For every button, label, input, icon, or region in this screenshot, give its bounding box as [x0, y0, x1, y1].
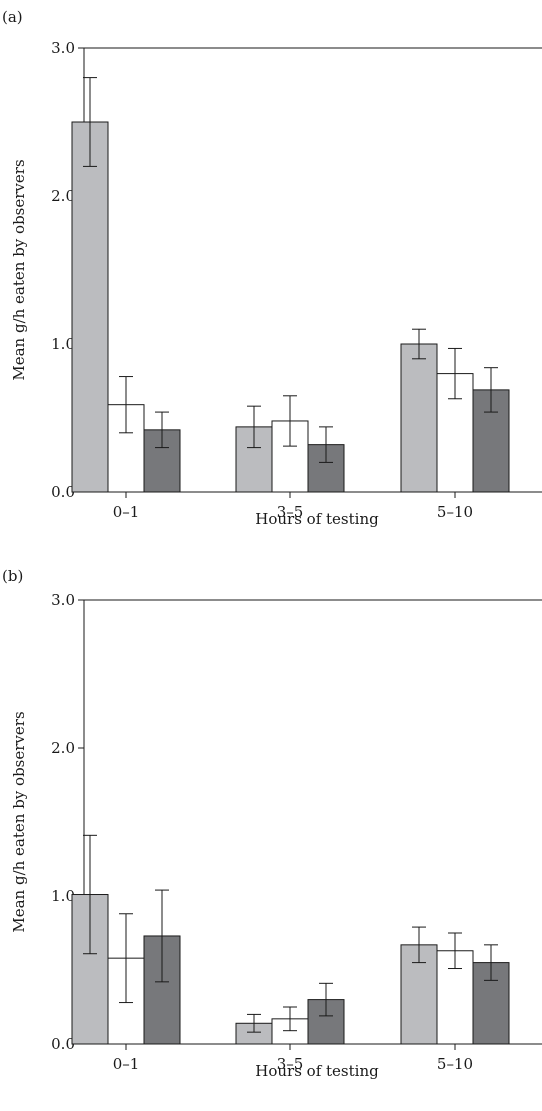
- bar-series-1: [400, 343, 438, 493]
- chart-panel-a: (a) 0.0 1.0 2.0 3.0 0–1 3–5 5–10 Hours of testin…: [2, 8, 542, 528]
- panel-label: (a): [2, 8, 23, 26]
- y-axis-title: Mean g/h eaten by observers: [10, 159, 28, 380]
- y-tick-label: 0.0: [51, 483, 75, 501]
- y-tick-label: 2.0: [51, 187, 75, 205]
- x-tick-label: 0–1: [113, 503, 140, 521]
- bar-series-1: [71, 121, 109, 493]
- y-axis-title: Mean g/h eaten by observers: [10, 711, 28, 932]
- y-tick-label: 3.0: [51, 591, 75, 609]
- x-tick-label: 0–1: [113, 1055, 140, 1073]
- y-tick-label: 1.0: [51, 887, 75, 905]
- chart-panel-b: (b) 0.0 1.0 2.0 3.0 0–1 3–5 5–10 Hours of testin…: [2, 567, 542, 1080]
- y-tick-label: 1.0: [51, 335, 75, 353]
- y-tick-label: 0.0: [51, 1035, 75, 1053]
- x-tick-label: 5–10: [437, 1055, 473, 1073]
- x-axis-title: Hours of testing: [255, 1062, 379, 1080]
- y-tick-label: 3.0: [51, 39, 75, 57]
- x-tick-label: 3–5: [277, 503, 304, 521]
- x-tick-label: 5–10: [437, 503, 473, 521]
- y-tick-label: 2.0: [51, 739, 75, 757]
- x-tick-label: 3–5: [277, 1055, 304, 1073]
- x-axis-title: Hours of testing: [255, 510, 379, 528]
- panel-label: (b): [2, 567, 23, 585]
